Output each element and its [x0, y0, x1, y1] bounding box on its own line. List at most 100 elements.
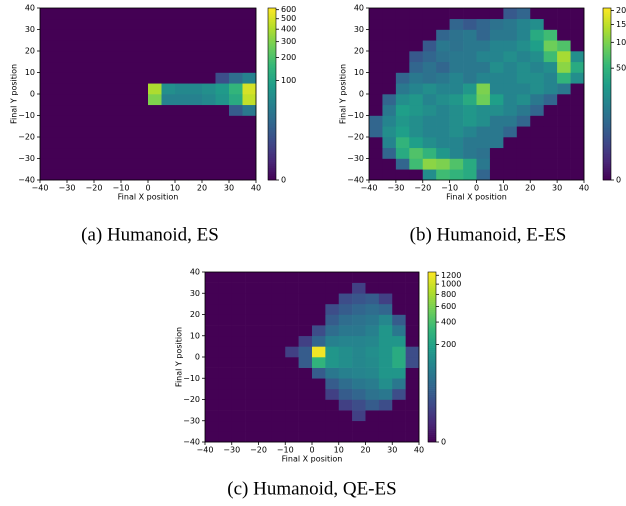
- heat-cell: [271, 325, 286, 337]
- heat-cell: [161, 115, 176, 127]
- colorbar-step: [428, 398, 436, 401]
- colorbar-step: [268, 118, 276, 121]
- heat-cell: [175, 40, 189, 52]
- colorbar-step: [603, 16, 611, 19]
- colorbar-step: [428, 291, 436, 295]
- colorbar-step: [268, 36, 276, 39]
- heat-cell: [369, 115, 383, 127]
- heat-cell: [489, 137, 504, 149]
- colorbar-step: [428, 307, 436, 310]
- heat-cell: [338, 431, 353, 443]
- x-tick-label: −40: [361, 184, 378, 193]
- heat-cell: [312, 399, 326, 411]
- y-tick-label: 0: [195, 353, 200, 362]
- heat-cell: [530, 18, 544, 30]
- heat-cell: [557, 8, 571, 20]
- heat-cell: [530, 104, 544, 116]
- heat-cell: [161, 147, 176, 159]
- heat-cell: [53, 169, 68, 181]
- heat-cell: [476, 94, 491, 106]
- heat-cell: [188, 104, 203, 116]
- heat-cell: [369, 8, 383, 20]
- heat-cell: [121, 18, 135, 30]
- colorbar-step: [268, 78, 276, 81]
- heat-cell: [271, 303, 286, 315]
- heat-cell: [543, 40, 558, 52]
- heat-cell: [395, 137, 410, 149]
- heat-cell: [218, 378, 233, 390]
- heat-cell: [218, 388, 233, 400]
- heat-cell: [516, 40, 531, 52]
- heat-cell: [570, 51, 585, 63]
- colorbar-step: [603, 162, 611, 165]
- heat-cell: [476, 115, 491, 127]
- colorbar-step: [428, 279, 436, 283]
- heat-cell: [215, 115, 230, 127]
- colorbar-step: [603, 34, 611, 37]
- heat-cell: [395, 29, 410, 41]
- colorbar-step: [268, 52, 276, 55]
- heat-cell: [188, 137, 203, 149]
- colorbar-tick-label: 1200: [441, 271, 461, 280]
- heat-cell: [271, 399, 286, 411]
- x-tick-label: 10: [334, 446, 344, 455]
- heat-cell: [369, 137, 383, 149]
- heat-cell: [436, 51, 450, 63]
- heat-cell: [325, 357, 340, 368]
- heat-cell: [436, 83, 450, 95]
- x-tick-label: 30: [552, 184, 562, 193]
- heat-cell: [258, 272, 273, 283]
- heat-cell: [530, 115, 544, 127]
- heat-cell: [229, 94, 243, 106]
- heat-cell: [94, 51, 108, 63]
- heat-cell: [121, 115, 135, 127]
- heat-cell: [245, 388, 259, 400]
- heat-cell: [352, 420, 366, 432]
- x-tick-label: 20: [197, 184, 207, 193]
- heat-cell: [557, 72, 571, 84]
- colorbar-step: [428, 341, 436, 344]
- heat-cell: [205, 378, 219, 390]
- heat-cell: [245, 399, 259, 411]
- heat-cell: [175, 169, 189, 181]
- heat-cell: [338, 399, 353, 411]
- heat-cell: [231, 357, 246, 368]
- colorbar-step: [428, 345, 436, 348]
- heat-cell: [121, 40, 135, 52]
- heat-cell: [338, 293, 353, 305]
- heat-cell: [298, 325, 313, 337]
- heat-cell: [175, 137, 189, 149]
- heat-cell: [570, 40, 585, 52]
- y-tick-label: 40: [354, 4, 364, 13]
- heat-cell: [503, 51, 518, 63]
- heat-cell: [325, 378, 340, 390]
- heat-cell: [409, 158, 424, 170]
- heat-cell: [422, 72, 437, 84]
- colorbar-step: [428, 303, 436, 306]
- heat-cell: [325, 410, 340, 422]
- heat-cell: [325, 388, 340, 400]
- heat-cell: [476, 8, 491, 20]
- colorbar-step: [603, 142, 611, 145]
- heat-cell: [543, 147, 558, 159]
- heat-cell: [40, 126, 54, 138]
- heat-cell: [392, 325, 406, 337]
- heat-cell: [570, 8, 585, 20]
- heat-cell: [476, 104, 491, 116]
- heat-cell: [392, 346, 406, 358]
- heat-cell: [271, 388, 286, 400]
- heat-cell: [107, 126, 122, 138]
- heat-cell: [489, 72, 504, 84]
- heat-cell: [570, 147, 585, 159]
- colorbar-step: [268, 76, 276, 79]
- heat-cell: [121, 137, 135, 149]
- colorbar-step: [428, 386, 436, 389]
- heat-cell: [436, 72, 450, 84]
- colorbar-step: [428, 376, 436, 380]
- heat-cell: [449, 72, 464, 84]
- colorbar-step: [268, 82, 276, 85]
- heat-cell: [67, 72, 81, 84]
- heat-cell: [258, 399, 273, 411]
- heat-cell: [242, 40, 257, 52]
- heat-cell: [94, 169, 108, 181]
